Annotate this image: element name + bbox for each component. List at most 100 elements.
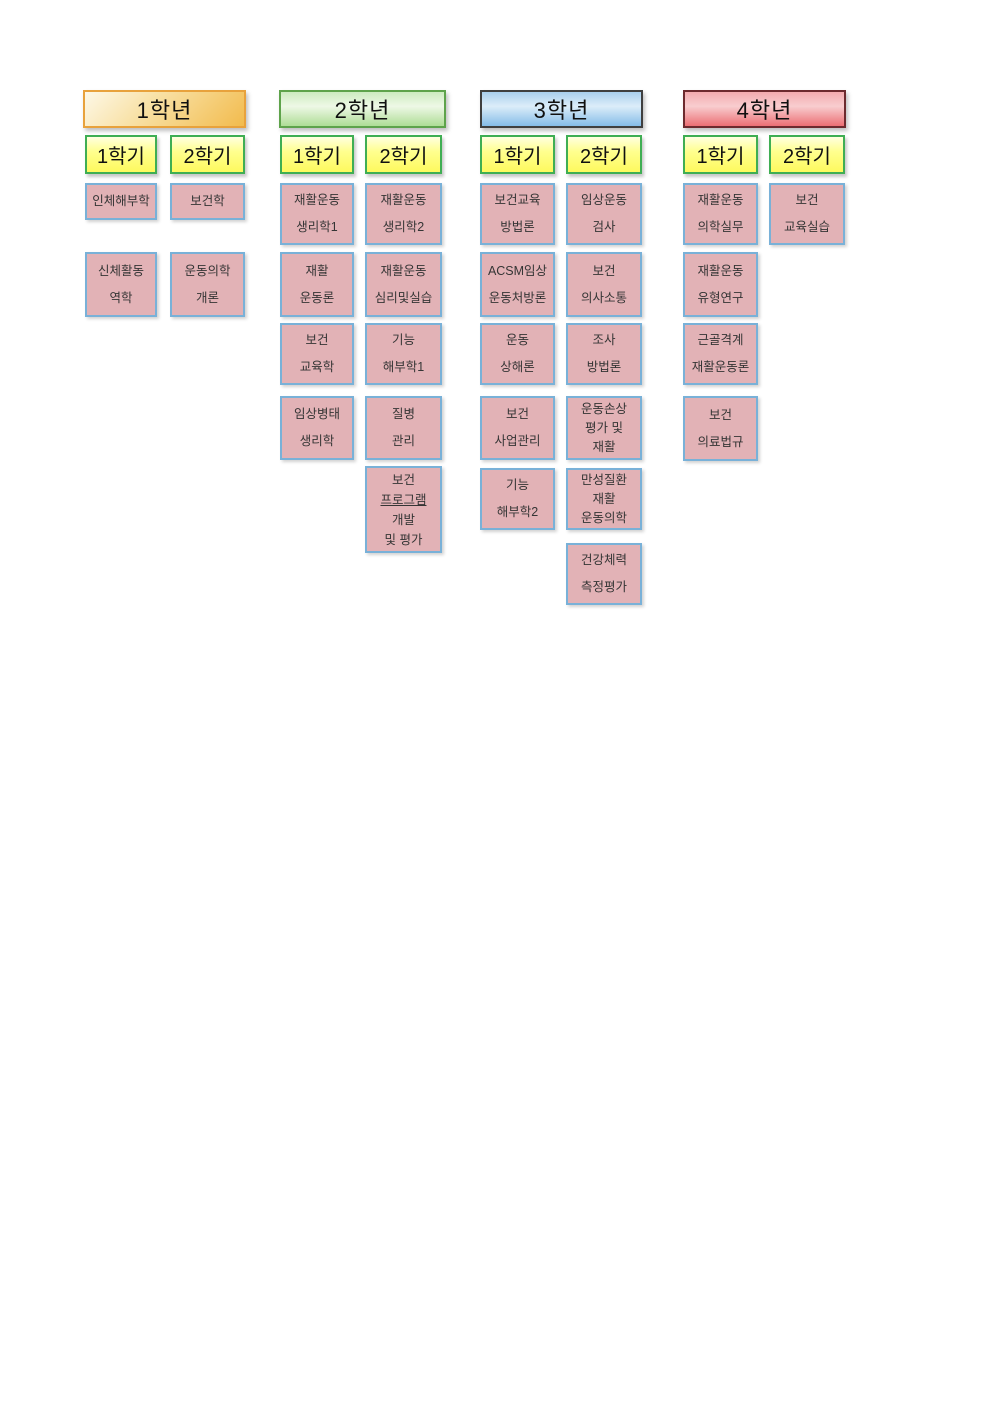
course-line: 개발	[391, 512, 415, 527]
semester-label: 1학기	[293, 146, 341, 168]
year-label: 3학년	[533, 98, 590, 123]
semester-header-y4-s2: 2학기	[769, 135, 845, 174]
course-line: 재활운동	[293, 193, 340, 207]
semester-header-y3-s2: 2학기	[566, 135, 642, 174]
course-card: 인체해부학	[85, 183, 157, 220]
course-line: 방법론	[586, 360, 622, 374]
course-card: 재활 운동론	[280, 252, 354, 317]
course-line: 운동손상	[580, 401, 627, 416]
course-line: 재활	[592, 491, 616, 506]
course-line: 운동의학	[184, 263, 231, 278]
course-line: 방법론	[500, 220, 535, 234]
course-line: 재활운동	[380, 263, 427, 278]
course-line: ACSM임상	[487, 263, 548, 278]
course-card: 보건 의사소통	[566, 252, 642, 317]
course-line: 프로그램	[380, 492, 427, 507]
year-header-3: 3학년	[480, 90, 643, 128]
course-line: 해부학1	[382, 360, 425, 374]
course-line: 재활운동	[697, 193, 744, 207]
course-line: 재활	[592, 439, 616, 454]
course-line: 기능	[391, 333, 415, 347]
course-line: 교육실습	[783, 220, 830, 234]
course-line: 질병	[391, 407, 415, 421]
semester-header-y3-s1: 1학기	[480, 135, 555, 174]
course-line: 임상운동	[580, 193, 627, 207]
course-line: 운동론	[299, 290, 335, 305]
course-line: 조사	[592, 333, 616, 347]
course-line: 임상병태	[293, 407, 340, 421]
course-line: 보건	[305, 333, 329, 347]
course-line: 신체활동	[97, 263, 144, 278]
course-line: 근골격계	[697, 333, 744, 347]
semester-label: 1학기	[493, 146, 542, 168]
year-label: 1학년	[136, 98, 193, 123]
course-line: 해부학2	[496, 505, 539, 519]
course-line: 측정평가	[580, 580, 627, 594]
course-line: 개론	[195, 290, 219, 305]
course-line: 만성질환	[580, 472, 627, 487]
course-line: 유형연구	[697, 290, 744, 305]
course-line: 평가 및	[585, 420, 623, 435]
course-card: 보건학	[170, 183, 245, 220]
year-header-1: 1학년	[83, 90, 246, 128]
semester-header-y2-s1: 1학기	[280, 135, 354, 174]
course-line: 운동처방론	[488, 290, 547, 305]
course-card: 운동 상해론	[480, 323, 555, 385]
semester-header-y1-s1: 1학기	[85, 135, 157, 174]
year-label: 4학년	[736, 98, 793, 123]
course-line: 사업관리	[494, 434, 541, 448]
course-line: 교육학	[299, 360, 335, 374]
semester-label: 2학기	[183, 146, 232, 168]
year-header-2: 2학년	[279, 90, 446, 128]
course-line: 운동의학	[580, 510, 627, 525]
course-line: 보건	[708, 407, 732, 422]
course-line: 보건	[505, 407, 529, 421]
course-line: 및 평가	[384, 532, 423, 547]
year-label: 2학년	[334, 98, 391, 123]
semester-header-y4-s1: 1학기	[683, 135, 758, 174]
course-line: 보건	[592, 263, 616, 278]
course-line: 재활운동	[380, 193, 427, 207]
course-line: 심리및실습	[374, 290, 433, 305]
course-line: 의료법규	[697, 434, 744, 449]
semester-label: 2학기	[783, 146, 831, 168]
course-line: 관리	[391, 434, 415, 448]
course-line: 건강체력	[580, 553, 627, 567]
semester-header-y1-s2: 2학기	[170, 135, 245, 174]
semester-header-y2-s2: 2학기	[365, 135, 442, 174]
course-line: 역학	[109, 290, 133, 305]
semester-label: 2학기	[379, 146, 428, 168]
course-line: 재활운동	[697, 263, 744, 278]
course-line: 생리학1	[296, 220, 338, 234]
semester-label: 1학기	[97, 146, 145, 168]
course-line: 생리학2	[382, 220, 425, 234]
course-line: 검사	[592, 220, 616, 234]
course-line: 보건	[795, 193, 819, 207]
course-line: 보건	[391, 472, 415, 487]
course-line: 생리학	[299, 434, 335, 448]
semester-label: 2학기	[580, 146, 628, 168]
course-line: 의학실무	[697, 220, 744, 234]
course-line: 보건교육	[494, 193, 541, 207]
course-card: 기능 해부학2	[480, 468, 555, 530]
